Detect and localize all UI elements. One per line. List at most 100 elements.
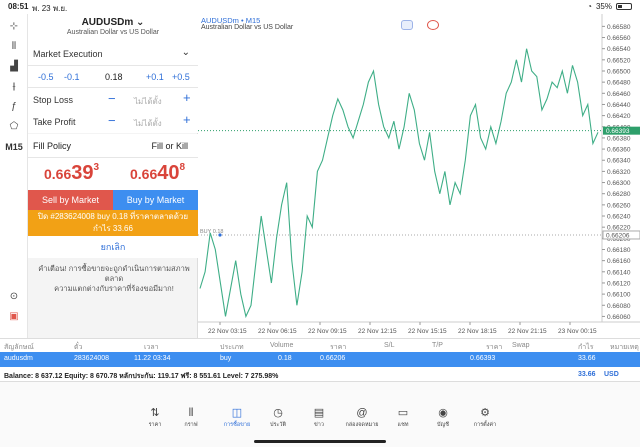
volume-stepper: -0.5 -0.1 0.18 +0.1 +0.5 (28, 66, 198, 88)
fill-policy-row[interactable]: Fill Policy Fill or Kill (28, 134, 198, 158)
tab-history[interactable]: ◷ ประวัติ (260, 406, 296, 429)
tab-chart[interactable]: ⫴ กราฟ (173, 406, 209, 429)
clock-icon: ◷ (273, 407, 283, 419)
chart-title: AUDUSDm • M15 (201, 16, 261, 25)
chart-line-icon: ◫ (231, 407, 243, 419)
bars-icon[interactable]: ▟ (10, 61, 18, 72)
column-header: เวลา (144, 344, 159, 351)
one-click-trading-icon[interactable] (427, 20, 439, 30)
x-tick-label: 22 Nov 21:15 (508, 328, 547, 335)
volume-value[interactable]: 0.18 (105, 72, 123, 82)
sell-price: 0.66393 (44, 162, 100, 184)
y-tick-label: 0.66340 (607, 158, 631, 165)
stop-loss-plus[interactable]: + (183, 90, 191, 105)
tab-settings[interactable]: ⚙ การตั้งค่า (467, 406, 503, 429)
symbol-name[interactable]: AUDUSDm ⌄ (81, 17, 145, 28)
volume-plus-01[interactable]: +0.1 (146, 72, 164, 82)
price-chart[interactable]: 0.66580 0.66560 0.66540 0.66520 0.66500 0.664… (198, 14, 640, 338)
order-panel: AUDUSDm ⌄ Australian Dollar vs US Dollar… (28, 14, 198, 338)
timeframe-button[interactable]: M15 (5, 142, 23, 152)
indicator-icon[interactable]: ⫲ (12, 81, 16, 92)
y-tick-label: 0.66540 (607, 46, 631, 53)
y-tick-label: 0.66300 (607, 180, 631, 187)
candles-icon[interactable]: ⫴ (11, 41, 17, 52)
execution-select[interactable]: Market Execution ⌄ (28, 42, 198, 66)
notice-line1: ปิด #283624008 buy 0.18 ที่ราคาตลาดด้วย (37, 212, 189, 221)
chart-toolbar: ⊹ ⫴ ▟ ⫲ ƒ ⬠ M15 ⊙ ▣ (0, 14, 28, 338)
y-tick-label: 0.66280 (607, 191, 631, 198)
at-icon: @ (356, 407, 368, 419)
symbol-header[interactable]: AUDUSDm ⌄ Australian Dollar vs US Dollar (28, 14, 198, 42)
take-profit-row: Take Profit − ไม่ได้ตั้ง + (28, 110, 198, 133)
tab-trade[interactable]: ◫ การซื้อขาย (219, 406, 255, 429)
buy-by-market-button[interactable]: Buy by Market (113, 190, 198, 210)
tab-label: กล่องจดหมาย (345, 422, 379, 428)
tab-label: การตั้งค่า (473, 422, 497, 428)
take-profit-minus[interactable]: − (108, 113, 116, 128)
crosshair-icon[interactable]: ⊹ (9, 21, 19, 32)
tab-label: ข่าว (314, 422, 324, 428)
y-tick-label: 0.66060 (607, 314, 631, 321)
cell-current-price: 0.66393 (470, 355, 496, 362)
take-profit-plus[interactable]: + (183, 112, 191, 127)
y-tick-label: 0.66500 (607, 68, 631, 75)
notice-line2: กำไร 33.66 (93, 224, 133, 233)
stop-loss-input[interactable]: ไม่ได้ตั้ง (134, 97, 162, 106)
cell-volume: 0.18 (278, 355, 292, 362)
take-profit-input[interactable]: ไม่ได้ตั้ง (134, 119, 162, 128)
home-indicator (254, 440, 386, 443)
stop-loss-minus[interactable]: − (108, 91, 116, 106)
cell-profit: 33.66 (578, 355, 596, 362)
y-tick-label: 0.66360 (607, 147, 631, 154)
x-tick-label: 22 Nov 12:15 (358, 328, 397, 335)
zoom-icon[interactable]: ⊙ (9, 291, 19, 302)
trade-mode-icon[interactable] (401, 20, 413, 30)
column-header: Swap (512, 342, 530, 349)
volume-minus-05[interactable]: -0.5 (38, 72, 54, 82)
entry-price-label: 0.66206 (606, 232, 630, 239)
tab-label: ประวัติ (269, 422, 287, 428)
y-tick-label: 0.66160 (607, 258, 631, 265)
cell-symbol: audusdm (4, 355, 33, 362)
positions-header: สัญลักษณ์ ตั๋ว เวลา ประเภท Volume ราคา S/L T/P ร… (0, 338, 640, 352)
gear-icon: ⚙ (480, 407, 490, 419)
y-tick-label: 0.66380 (607, 135, 631, 142)
column-header: ราคา (330, 344, 347, 351)
sell-by-market-button[interactable]: Sell by Market (28, 190, 113, 210)
y-tick-label: 0.66240 (607, 214, 631, 221)
volume-plus-05[interactable]: +0.5 (172, 72, 190, 82)
tab-quotes[interactable]: ⇅ ราคา (137, 406, 173, 429)
tab-news[interactable]: ▤ ข่าว (301, 406, 337, 429)
buy-price: 0.66408 (130, 162, 186, 184)
cancel-button[interactable]: ยกเลิก (28, 236, 198, 258)
warning-line1: คำเตือน! การซื้อขายจะถูกดำเนินการตามสภาพ… (38, 264, 190, 283)
user-icon: ◉ (438, 407, 448, 419)
y-tick-label: 0.66560 (607, 35, 631, 42)
tab-mailbox[interactable]: @ กล่องจดหมาย (344, 406, 380, 429)
close-position-button[interactable]: ปิด #283624008 buy 0.18 ที่ราคาตลาดด้วย … (28, 210, 198, 236)
volume-minus-01[interactable]: -0.1 (64, 72, 80, 82)
cell-type: buy (220, 355, 232, 362)
column-header: ราคา (486, 344, 503, 351)
tab-account[interactable]: ◉ บัญชี (425, 406, 461, 429)
execution-label: Market Execution (33, 49, 103, 59)
tab-label: บัญชี (437, 422, 449, 428)
chart-canvas[interactable]: 0.66580 0.66560 0.66540 0.66520 0.66500 0.664… (198, 14, 640, 338)
one-click-icon[interactable]: ▣ (9, 311, 19, 322)
y-tick-label: 0.66260 (607, 202, 631, 209)
price-display: 0.66393 0.66408 (28, 158, 198, 190)
tab-chat[interactable]: ▭ แชท (385, 406, 421, 429)
x-tick-label: 22 Nov 18:15 (458, 328, 497, 335)
tab-label: แชท (397, 422, 409, 428)
table-row[interactable]: audusdm 283624008 11.22 03:34 buy 0.18 0… (0, 352, 640, 367)
chart-subtitle: Australian Dollar vs US Dollar (201, 24, 294, 31)
fill-policy-value[interactable]: Fill or Kill (151, 141, 188, 151)
chat-icon: ▭ (397, 407, 409, 419)
battery-icon (616, 3, 632, 10)
shapes-icon[interactable]: ⬠ (9, 121, 19, 132)
column-header: ตั๋ว (74, 344, 83, 351)
column-header: กำไร (578, 344, 594, 351)
function-icon[interactable]: ƒ (11, 101, 17, 112)
arrows-updown-icon: ⇅ (150, 407, 160, 419)
y-tick-label: 0.66520 (607, 57, 631, 64)
